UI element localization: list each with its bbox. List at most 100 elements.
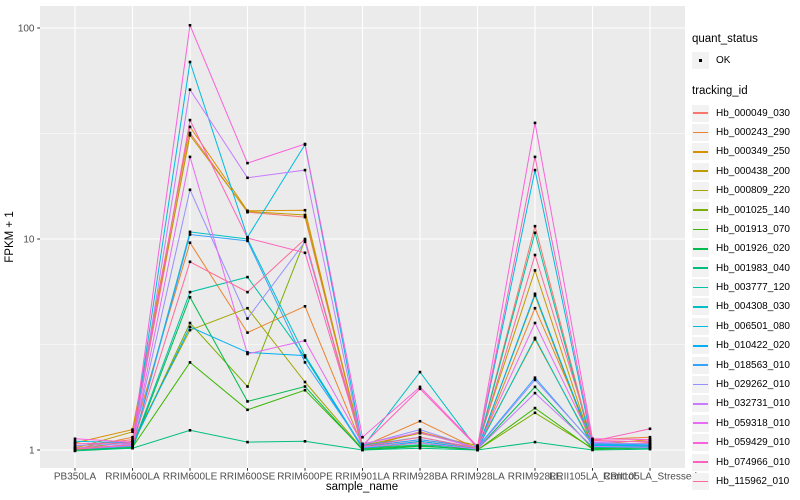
legend-key-box: [692, 298, 709, 316]
x-tick-label: RRIM600PE: [277, 472, 333, 483]
legend-line-swatch: [693, 189, 708, 192]
legend-entry-Hb_001983_040: Hb_001983_040: [692, 259, 798, 278]
legend-title-quant-status: quant_status: [692, 33, 758, 45]
legend-title-tracking-id: tracking_id: [692, 85, 748, 98]
legend-entry-Hb_003777_120: Hb_003777_120: [692, 278, 798, 297]
legend-line-swatch: [693, 306, 708, 308]
legend-line-swatch: [693, 247, 708, 250]
legend-key-box: [692, 220, 709, 238]
legend-entry-label: Hb_001913_070: [716, 223, 790, 235]
legend-line-swatch: [693, 364, 708, 366]
legend-line-swatch: [693, 344, 708, 347]
legend-entry-Hb_001926_020: Hb_001926_020: [692, 239, 798, 258]
legend-entry-label: Hb_018563_010: [716, 359, 790, 371]
legend-entry-Hb_000049_030: Hb_000049_030: [692, 103, 798, 122]
y-tick-label: 100: [18, 23, 35, 34]
legend-key-box: [692, 123, 709, 141]
legend-entry-Hb_000438_200: Hb_000438_200: [692, 162, 798, 181]
legend-entry-label: Hb_029262_010: [716, 379, 790, 391]
legend-line-swatch: [693, 228, 708, 231]
legend-entry-label: Hb_001025_140: [716, 204, 790, 216]
legend-entry-Hb_018563_010: Hb_018563_010: [692, 355, 798, 374]
data-points: [73, 24, 652, 453]
legend-entry-Hb_010422_020: Hb_010422_020: [692, 336, 798, 355]
legend-entry-Hb_000809_220: Hb_000809_220: [692, 181, 798, 200]
legend-entry-label: Hb_059429_010: [716, 437, 790, 449]
legend-line-swatch: [693, 209, 708, 211]
legend-entry-label: Hb_000049_030: [716, 107, 790, 119]
legend-key-box: [692, 182, 709, 200]
legend-key-box: [692, 52, 709, 70]
legend-entry-label: Hb_000809_220: [716, 185, 790, 197]
legend-line-swatch: [693, 131, 708, 134]
x-tick-label: RRIM901LA: [335, 472, 390, 483]
legend-key-box: [692, 279, 709, 297]
legend-series-list: Hb_000049_030 Hb_000243_290 Hb_000349_250 H…: [692, 103, 798, 491]
legend-key-box: [692, 376, 709, 394]
x-tick-label: RRIM600LA: [105, 472, 160, 483]
legend-entry-Hb_059429_010: Hb_059429_010: [692, 433, 798, 452]
legend-line-swatch: [693, 325, 708, 328]
legend-line-swatch: [693, 151, 708, 153]
legend-entry-Hb_000349_250: Hb_000349_250: [692, 142, 798, 161]
legend-entry-label: Hb_000349_250: [716, 146, 790, 158]
x-tick-label: RRIM928LE: [508, 472, 563, 483]
legend-entry-label: Hb_004308_030: [716, 301, 790, 313]
x-tick-label: RRIM600LE: [163, 472, 218, 483]
legend-key-box: [692, 356, 709, 374]
legend-entry-label: Hb_115962_010: [716, 476, 790, 487]
legend-key-box: [692, 104, 709, 122]
legend-entry-Hb_032731_010: Hb_032731_010: [692, 394, 798, 413]
legend-entry-Hb_000243_290: Hb_000243_290: [692, 123, 798, 142]
legend-key-box: [692, 453, 709, 471]
x-tick-label: RRII105LA_Control: [549, 472, 636, 483]
legend-line-swatch: [693, 383, 708, 386]
y-tick-label: 1: [29, 445, 35, 456]
legend-line-swatch: [693, 441, 708, 444]
legend-key-box: [692, 143, 709, 161]
legend-entry-label: Hb_032731_010: [716, 398, 790, 410]
legend-line-swatch: [693, 422, 708, 425]
legend-entry-Hb_004308_030: Hb_004308_030: [692, 297, 798, 316]
legend-key-box: [692, 337, 709, 355]
legend-key-box: [692, 259, 709, 277]
y-axis-title: FPKM + 1: [4, 211, 16, 263]
legend-entry-label: Hb_006501_080: [716, 320, 790, 332]
legend-line-swatch: [693, 461, 708, 463]
axis-ticks: [37, 27, 651, 471]
legend-key-box: [692, 414, 709, 432]
legend-line-swatch: [693, 267, 708, 270]
legend-entry-label: Hb_000438_200: [716, 165, 790, 177]
legend-entry-Hb_115962_010: Hb_115962_010: [692, 472, 798, 491]
legend-entry-Hb_001913_070: Hb_001913_070: [692, 220, 798, 239]
legend-key-box: [692, 162, 709, 180]
legend-entry-label: Hb_001983_040: [716, 262, 790, 274]
legend-entry-label: Hb_001926_020: [716, 243, 790, 255]
legend-key-box: [692, 317, 709, 335]
legend-entry-Hb_006501_080: Hb_006501_080: [692, 317, 798, 336]
legend-line-swatch: [693, 170, 708, 173]
x-tick-label: PB350LA: [54, 472, 97, 483]
legend-key-box: [692, 201, 709, 219]
legend-line-swatch: [693, 403, 708, 405]
legend-entry-Hb_074966_010: Hb_074966_010: [692, 452, 798, 471]
legend-line-swatch: [693, 480, 708, 483]
legend-entry-Hb_059318_010: Hb_059318_010: [692, 414, 798, 433]
legend-entry-Hb_029262_010: Hb_029262_010: [692, 375, 798, 394]
legend-entry-label: Hb_010422_020: [716, 340, 790, 352]
legend-key-box: [692, 434, 709, 452]
x-tick-label: RRII105LA_Stressed: [603, 472, 697, 483]
x-tick-label: RRIM600SE: [220, 472, 276, 483]
legend-key-box: [692, 240, 709, 258]
legend-entry-Hb_001025_140: Hb_001025_140: [692, 200, 798, 219]
legend-entry-label: Hb_074966_010: [716, 456, 790, 468]
x-tick-label: RRIM928BA: [392, 472, 448, 483]
y-tick-label: 10: [23, 234, 35, 245]
legend-entry-label: Hb_003777_120: [716, 282, 790, 294]
legend-entry-label: Hb_059318_010: [716, 417, 790, 429]
legend: quant_status OK tracking_id Hb_000049_03…: [692, 33, 798, 491]
legend-entry-label: Hb_000243_290: [716, 126, 790, 138]
x-tick-label: RRIM928LA: [450, 472, 505, 483]
